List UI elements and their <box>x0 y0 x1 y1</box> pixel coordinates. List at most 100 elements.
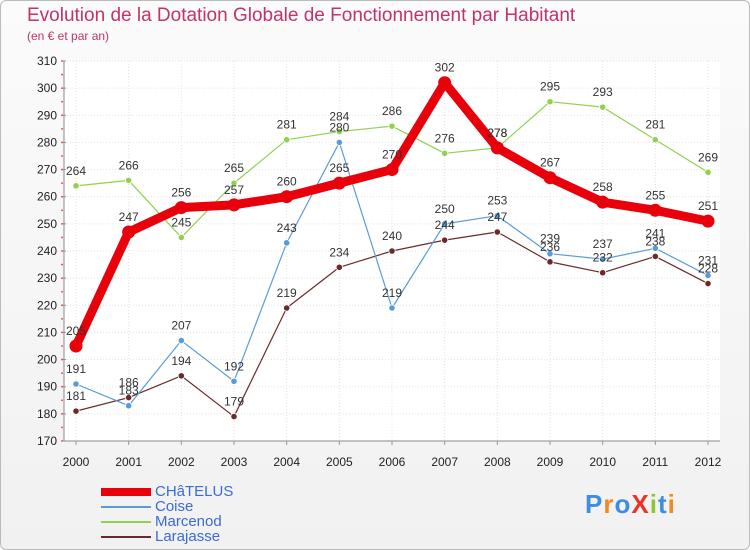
data-label: 244 <box>435 218 455 232</box>
data-point <box>543 171 557 185</box>
y-tick-label: 220 <box>37 298 57 312</box>
data-label: 280 <box>329 120 349 134</box>
logo-letter: X <box>631 489 650 519</box>
data-point <box>72 380 80 388</box>
data-label: 278 <box>487 126 507 140</box>
x-tick-label: 2004 <box>273 455 300 469</box>
data-point <box>546 250 554 258</box>
y-minor-tick <box>61 385 63 388</box>
data-label: 284 <box>329 110 349 124</box>
data-label: 257 <box>224 183 244 197</box>
data-label: 281 <box>277 118 297 132</box>
data-point <box>283 136 291 144</box>
data-label: 219 <box>382 286 402 300</box>
legend-item: CHâTELUS <box>101 483 321 500</box>
data-label: 265 <box>224 161 244 175</box>
legend-swatch <box>101 488 151 496</box>
y-minor-tick <box>61 304 63 307</box>
data-point <box>230 179 238 187</box>
y-minor-tick <box>61 331 63 334</box>
y-minor-tick <box>61 87 63 90</box>
legend-item: Coise <box>101 498 321 515</box>
y-tick-label: 190 <box>37 380 57 394</box>
data-label: 270 <box>382 148 402 162</box>
x-tick-label: 2010 <box>589 455 616 469</box>
data-point <box>388 304 396 312</box>
data-label: 207 <box>171 319 191 333</box>
data-point <box>490 141 504 155</box>
y-minor-tick <box>61 73 63 76</box>
y-minor-tick <box>61 168 63 171</box>
x-tick-label: 2011 <box>642 455 668 469</box>
y-tick-label: 260 <box>37 190 57 204</box>
y-minor-tick <box>61 182 63 185</box>
y-minor-tick <box>61 426 63 429</box>
legend-label: Larajasse <box>155 528 221 545</box>
data-point <box>599 269 607 277</box>
x-tick-label: 2007 <box>431 455 458 469</box>
y-tick-label: 310 <box>37 54 57 68</box>
data-label: 192 <box>224 359 244 373</box>
data-label: 293 <box>593 85 613 99</box>
data-label: 234 <box>329 245 349 259</box>
x-tick-label: 2002 <box>168 455 195 469</box>
data-point <box>230 412 238 421</box>
x-tick-label: 2012 <box>695 455 722 469</box>
data-label: 241 <box>645 226 665 240</box>
logo-letter: o <box>614 489 632 519</box>
data-label: 183 <box>119 384 139 398</box>
y-minor-tick <box>61 127 63 130</box>
data-label: 253 <box>487 194 507 208</box>
data-point <box>441 220 449 228</box>
series-larajasse <box>72 228 712 421</box>
data-point <box>493 228 501 236</box>
data-label: 194 <box>171 354 191 368</box>
data-label: 267 <box>540 156 560 170</box>
data-label: 245 <box>171 215 191 229</box>
data-point <box>125 176 133 185</box>
data-label: 239 <box>540 232 560 246</box>
data-label: 179 <box>224 395 244 409</box>
logo-letter: r <box>603 489 615 519</box>
y-minor-tick <box>61 372 63 375</box>
x-tick-label: 2005 <box>326 455 353 469</box>
data-point <box>125 393 133 402</box>
data-label: 219 <box>277 286 297 300</box>
data-point <box>704 168 712 176</box>
data-label: 237 <box>593 237 613 251</box>
y-tick-label: 270 <box>37 163 57 177</box>
y-minor-tick <box>61 250 63 252</box>
chart-title: Evolution de la Dotation Globale de Fonc… <box>27 5 576 26</box>
y-tick-label: 300 <box>37 81 57 95</box>
data-label: 191 <box>66 362 86 376</box>
data-label: 247 <box>487 210 507 224</box>
data-labels: 205 247 256 257 260 265 270 302 278 267 258 255 251 1… <box>66 61 718 409</box>
data-point <box>125 402 133 410</box>
data-point <box>704 279 712 288</box>
data-label: 264 <box>66 164 86 178</box>
data-label: 256 <box>171 186 191 200</box>
data-label: 238 <box>645 234 665 248</box>
data-label: 276 <box>435 131 455 145</box>
data-label: 240 <box>382 229 402 243</box>
legend-label: Marcenod <box>155 513 222 530</box>
data-point <box>122 225 136 239</box>
data-point <box>704 271 712 280</box>
data-label: 266 <box>119 158 139 172</box>
axes: 170 180 190 200 210 220 230 240 250 260 270 280 290 3… <box>37 54 722 469</box>
data-point <box>388 247 396 255</box>
y-minor-tick <box>61 222 63 225</box>
data-point <box>174 201 188 215</box>
proxiti-logo: ProXiti <box>585 489 676 520</box>
data-point <box>227 198 241 212</box>
legend-item: Larajasse <box>101 528 321 545</box>
data-label: 269 <box>698 150 718 164</box>
y-tick-label: 290 <box>37 108 57 122</box>
data-label: 278 <box>487 126 507 140</box>
data-point <box>332 176 346 190</box>
data-point <box>177 372 185 380</box>
series-marcenod <box>72 98 712 242</box>
x-tick-label: 2000 <box>63 455 90 469</box>
legend-label: CHâTELUS <box>155 483 234 500</box>
data-label: 286 <box>382 104 402 118</box>
